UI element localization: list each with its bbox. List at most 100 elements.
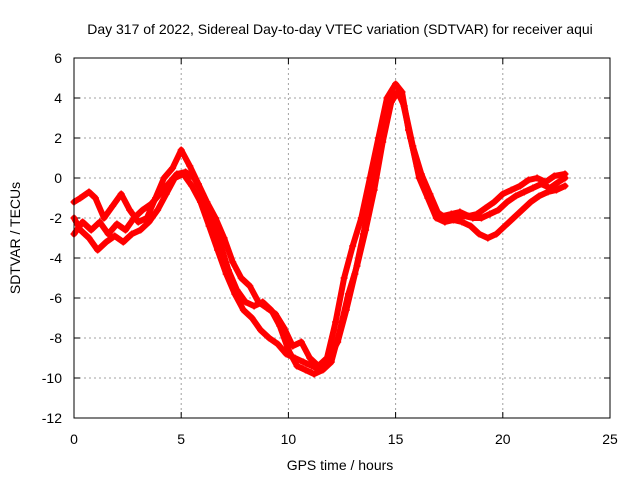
data-point-marker [100, 214, 108, 222]
data-point-marker [289, 342, 297, 350]
data-point-marker [561, 174, 569, 182]
data-point-marker [516, 182, 524, 190]
y-tick-label: -2 [50, 210, 63, 226]
data-point-marker [137, 226, 144, 234]
y-tick-label: -8 [50, 330, 63, 346]
data-point-marker [297, 338, 305, 346]
data-point-marker [552, 186, 560, 194]
plot-frame [73, 57, 611, 419]
data-point-marker [432, 214, 440, 222]
data-point-marker [160, 174, 168, 182]
data-point-marker [267, 306, 275, 314]
data-point-marker [334, 338, 342, 346]
grid [74, 58, 610, 418]
data-point-marker [460, 212, 468, 220]
data-point-marker [299, 358, 307, 366]
data-point-marker [359, 230, 367, 238]
data-point-marker [407, 134, 415, 142]
data-point-marker [424, 194, 432, 202]
data-point-marker [306, 354, 314, 362]
data-point-marker [308, 362, 316, 370]
series-line-track-b [71, 89, 568, 377]
y-axis-ticks: -12 -10 -8 -6 -4 -2 0 2 4 6 [42, 50, 610, 426]
data-point-marker [85, 188, 93, 196]
data-point-marker [537, 180, 545, 188]
data-point-marker [544, 188, 552, 196]
data-point-marker [291, 354, 299, 362]
data-point-marker [458, 218, 466, 226]
data-point-marker [259, 298, 267, 306]
data-point-marker [274, 340, 282, 348]
data-point-marker [246, 282, 254, 290]
data-point-marker [85, 234, 93, 242]
data-point-marker [520, 188, 528, 196]
y-tick-label: -10 [42, 370, 62, 386]
data-point-marker [310, 370, 318, 378]
data-point-marker [527, 198, 535, 206]
data-point-marker [415, 174, 423, 182]
data-point-marker [147, 200, 155, 208]
data-point-marker [342, 306, 350, 314]
data-point-marker [237, 274, 245, 282]
data-point-marker [276, 322, 284, 330]
data-point-marker [561, 182, 569, 190]
data-point-marker [533, 174, 541, 182]
data-series-group [70, 80, 569, 378]
x-tick-label: 0 [70, 431, 78, 447]
data-point-marker [490, 198, 498, 206]
data-point-marker [325, 354, 333, 362]
x-tick-label: 15 [388, 431, 404, 447]
data-point-marker [117, 190, 125, 198]
data-point-marker [126, 206, 134, 214]
data-point-marker [242, 298, 249, 306]
y-tick-label: 4 [54, 90, 62, 106]
data-point-marker [512, 192, 520, 200]
data-point-marker [222, 270, 230, 278]
data-point-marker [79, 218, 87, 226]
data-point-marker [154, 206, 162, 214]
data-point-marker [220, 234, 228, 242]
data-point-marker [385, 102, 393, 110]
data-point-marker [349, 242, 357, 250]
data-point-marker [441, 218, 449, 226]
data-point-marker [450, 216, 457, 224]
data-point-marker [282, 350, 290, 358]
data-point-marker [156, 190, 164, 198]
data-point-marker [229, 258, 237, 266]
data-point-marker [197, 198, 204, 206]
data-point-marker [383, 94, 391, 102]
data-point-marker [214, 246, 222, 254]
data-point-marker [162, 190, 170, 198]
data-point-marker [169, 164, 177, 172]
data-point-marker [510, 214, 517, 222]
data-point-marker [94, 246, 102, 254]
data-point-marker [302, 366, 310, 374]
data-point-marker [518, 206, 526, 214]
data-point-marker [205, 222, 213, 230]
data-point-marker [351, 270, 359, 278]
y-tick-label: -12 [42, 410, 62, 426]
data-point-marker [501, 222, 509, 230]
x-tick-label: 25 [602, 431, 618, 447]
data-point-marker [139, 206, 147, 214]
data-point-marker [145, 218, 153, 226]
data-point-marker [492, 230, 500, 238]
data-point-marker [190, 174, 198, 182]
data-point-marker [265, 334, 273, 342]
data-point-marker [495, 206, 502, 214]
data-point-marker [199, 190, 207, 198]
data-point-marker [392, 90, 400, 98]
data-point-marker [477, 214, 485, 222]
data-point-marker [475, 230, 483, 238]
x-axis-label: GPS time / hours [287, 457, 394, 473]
data-point-marker [111, 232, 119, 240]
data-point-marker [113, 220, 121, 228]
data-point-marker [179, 170, 187, 178]
data-point-marker [122, 226, 129, 234]
data-point-marker [76, 194, 84, 202]
data-point-marker [130, 214, 138, 222]
data-point-marker [503, 198, 511, 206]
data-point-marker [119, 238, 127, 246]
data-point-marker [482, 204, 490, 212]
data-point-marker [467, 222, 475, 230]
